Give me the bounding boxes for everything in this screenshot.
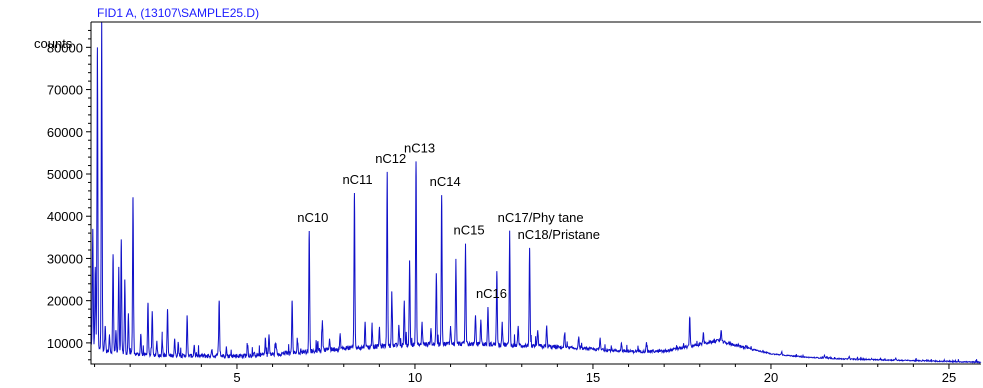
peak-label: nC11 [342, 172, 372, 187]
peak-label: nC13 [404, 140, 435, 155]
peak-label: nC18/Pristane [518, 227, 600, 242]
peak-label: nC10 [297, 210, 328, 225]
x-tick-label: 10 [408, 370, 422, 385]
y-tick-label: 70000 [47, 83, 83, 98]
peak-label: nC16 [476, 286, 507, 301]
peak-label: nC14 [430, 174, 461, 189]
x-tick-label: 20 [764, 370, 778, 385]
y-axis-label: counts [34, 36, 73, 51]
y-tick-label: 10000 [47, 336, 83, 351]
y-tick-label: 30000 [47, 251, 83, 266]
y-tick-label: 20000 [47, 294, 83, 309]
trace-layer [90, 21, 982, 365]
axis-layer: 10000 20000 30000 40000 50000 60000 70000 80000… [47, 21, 981, 385]
y-tick-label: 60000 [47, 125, 83, 140]
x-tick-label: 15 [586, 370, 600, 385]
axis-frame [90, 21, 981, 365]
peak-label: nC15 [454, 223, 485, 238]
x-tick-label: 5 [233, 370, 240, 385]
peak-label: nC17/Phy tane [498, 210, 584, 225]
peak-label: nC12 [375, 151, 406, 166]
chart-title: FID1 A, (13107\SAMPLE25.D) [97, 6, 259, 20]
chromatogram-trace [90, 21, 982, 365]
x-tick-label: 25 [942, 370, 956, 385]
y-tick-label: 40000 [47, 209, 83, 224]
y-tick-label: 50000 [47, 167, 83, 182]
y-tick-label: 80000 [47, 40, 83, 55]
